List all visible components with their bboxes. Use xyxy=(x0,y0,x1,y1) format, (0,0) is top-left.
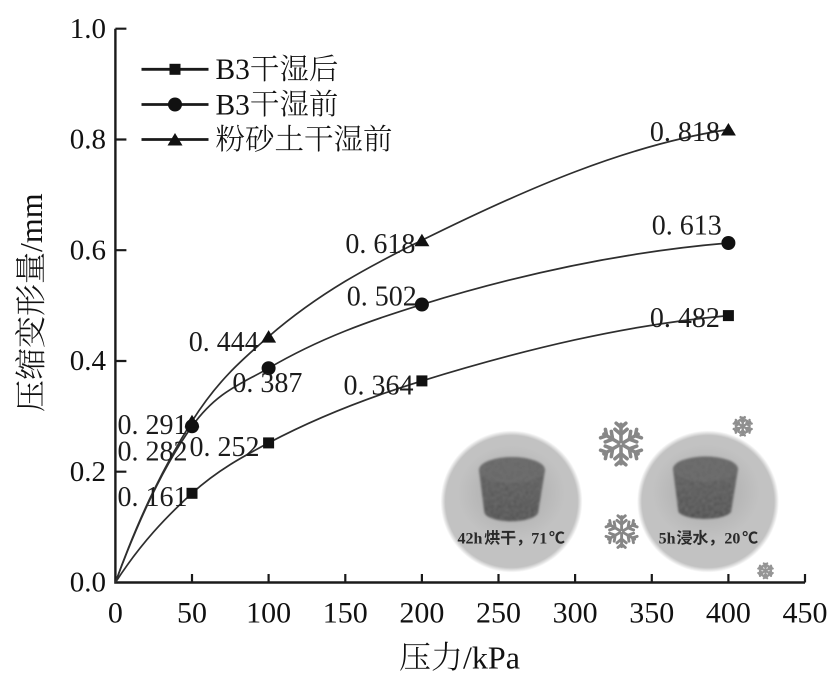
svg-text:0. 444: 0. 444 xyxy=(189,327,259,358)
svg-text:42h: 42h xyxy=(458,531,483,548)
svg-text:250: 250 xyxy=(476,597,521,630)
svg-text:0. 282: 0. 282 xyxy=(118,437,188,468)
svg-text:20: 20 xyxy=(724,531,740,548)
svg-text:400: 400 xyxy=(706,597,751,630)
svg-text:0.0: 0.0 xyxy=(70,567,106,599)
svg-text:0.4: 0.4 xyxy=(70,345,107,377)
svg-text:0. 291: 0. 291 xyxy=(118,410,188,441)
svg-text:0. 387: 0. 387 xyxy=(232,368,302,399)
svg-text:B3: B3 xyxy=(216,89,250,121)
svg-text:0. 613: 0. 613 xyxy=(652,210,722,241)
svg-text:50: 50 xyxy=(177,597,207,630)
svg-text:/kPa: /kPa xyxy=(463,639,520,675)
svg-text:0: 0 xyxy=(108,597,123,630)
svg-text:450: 450 xyxy=(783,597,828,630)
svg-text:100: 100 xyxy=(246,597,291,630)
svg-text:0.6: 0.6 xyxy=(70,234,106,266)
svg-text:0. 364: 0. 364 xyxy=(344,371,414,402)
svg-text:1.0: 1.0 xyxy=(70,13,106,45)
svg-text:0. 161: 0. 161 xyxy=(118,482,188,513)
svg-text:200: 200 xyxy=(399,597,444,630)
svg-text:150: 150 xyxy=(323,597,368,630)
svg-text:0. 252: 0. 252 xyxy=(190,432,260,463)
svg-text:0. 502: 0. 502 xyxy=(347,282,417,313)
svg-text:0. 818: 0. 818 xyxy=(650,117,720,148)
svg-text:0.8: 0.8 xyxy=(70,124,106,156)
svg-text:350: 350 xyxy=(629,597,674,630)
svg-text:B3: B3 xyxy=(216,54,250,86)
svg-text:/mm: /mm xyxy=(13,193,49,252)
svg-text:0.2: 0.2 xyxy=(70,456,106,488)
svg-text:71: 71 xyxy=(531,531,547,548)
svg-text:300: 300 xyxy=(553,597,598,630)
svg-text:5h: 5h xyxy=(659,531,676,548)
svg-text:0. 482: 0. 482 xyxy=(650,303,720,334)
svg-text:0. 618: 0. 618 xyxy=(345,229,415,260)
